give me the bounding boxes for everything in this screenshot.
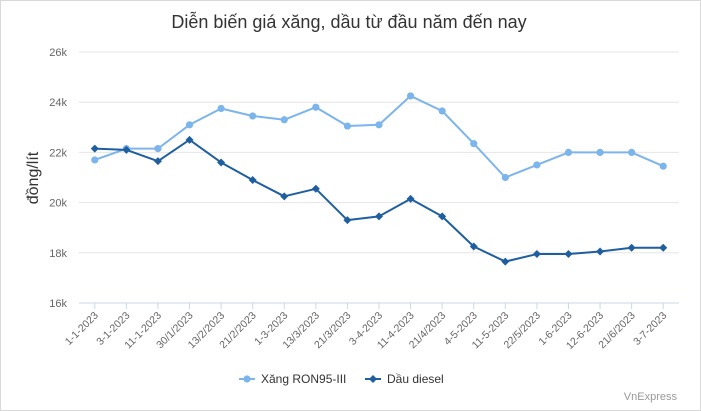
data-point: [91, 156, 99, 164]
data-point: [185, 121, 194, 129]
series-1: [90, 135, 668, 266]
y-tick-label: 20k: [49, 198, 67, 210]
series-layer: [90, 92, 668, 266]
data-point: [438, 107, 446, 115]
data-point: [248, 176, 257, 185]
series-0: [91, 92, 667, 182]
data-point: [90, 144, 99, 153]
data-point: [122, 145, 131, 154]
data-point: [185, 135, 194, 144]
legend-marker: [243, 375, 251, 383]
legend-marker: [369, 375, 377, 383]
data-point: [596, 148, 604, 156]
x-tick-label: 1-1-2023: [63, 310, 101, 348]
data-point: [375, 212, 383, 221]
data-point: [501, 173, 509, 182]
data-point: [659, 162, 667, 170]
data-point: [154, 145, 162, 153]
data-point: [406, 92, 415, 100]
series-line: [93, 138, 665, 263]
y-tick-label: 22k: [49, 147, 67, 159]
data-point: [375, 121, 383, 129]
y-tick-label: 26k: [49, 47, 67, 59]
x-tick-label: 3-7-2023: [631, 310, 669, 348]
credit-text: VnExpress: [624, 391, 678, 403]
data-point: [659, 243, 668, 252]
chart-title: Diễn biến giá xăng, dầu từ đầu năm đến n…: [171, 11, 526, 32]
data-point: [280, 192, 289, 201]
series-line: [93, 94, 665, 179]
data-point: [153, 157, 162, 166]
legend-label: Dầu diesel: [387, 372, 444, 386]
data-point: [343, 122, 352, 130]
y-axis-label: đồng/lít: [25, 151, 42, 204]
data-point: [533, 161, 541, 169]
data-point: [438, 212, 447, 221]
legend: Xăng RON95-III Dầu diesel: [239, 372, 444, 386]
data-point: [532, 250, 541, 259]
data-point: [343, 216, 352, 225]
data-point: [406, 194, 415, 203]
data-point: [217, 104, 225, 113]
data-point: [564, 250, 573, 259]
data-point: [564, 148, 573, 156]
data-point: [627, 243, 636, 252]
y-tick-label: 18k: [49, 248, 67, 260]
legend-label: Xăng RON95-III: [261, 372, 346, 386]
data-point: [469, 242, 478, 251]
y-tick-label: 24k: [49, 97, 67, 109]
data-point: [280, 116, 288, 124]
y-tick-label: 16k: [49, 298, 67, 310]
data-point: [596, 247, 605, 256]
data-point: [312, 103, 320, 111]
data-point: [470, 140, 478, 148]
data-point: [249, 112, 257, 120]
y-axis-ticks: 16k 18k 20k 22k 24k 26k: [49, 47, 67, 310]
data-point: [217, 158, 226, 167]
data-point: [501, 257, 510, 266]
x-axis: 1-1-20233-1-202311-1-202330/1/202313/2/2…: [63, 302, 679, 352]
data-point: [311, 184, 320, 193]
data-point: [628, 148, 636, 156]
